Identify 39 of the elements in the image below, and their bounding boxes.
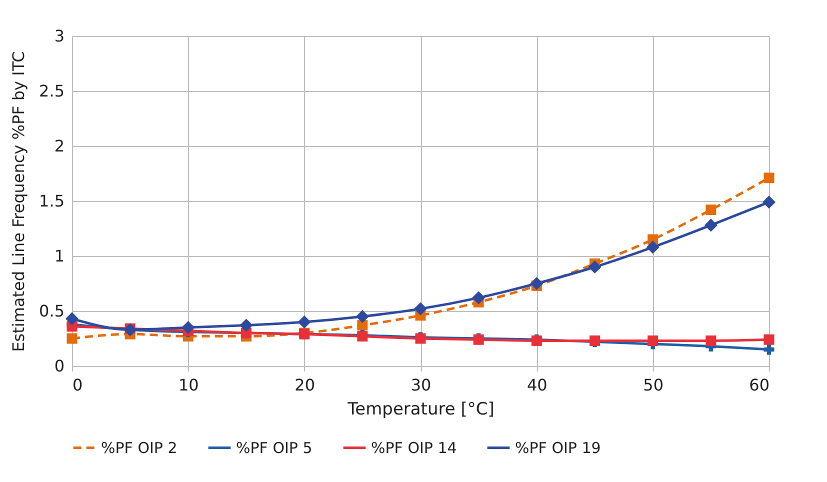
y-tick-label: 2 bbox=[54, 136, 64, 156]
point bbox=[414, 302, 428, 316]
point bbox=[298, 315, 311, 329]
point bbox=[648, 335, 658, 346]
x-tick-label: 60 bbox=[749, 376, 770, 394]
x-axis-title: Temperature [°C] bbox=[346, 400, 494, 420]
point bbox=[530, 276, 544, 290]
x-tick-label: 20 bbox=[294, 376, 316, 394]
legend-label: %PF OIP 19 bbox=[515, 438, 601, 457]
y-tick-label: 2.5 bbox=[39, 82, 64, 100]
point bbox=[588, 260, 602, 274]
point bbox=[646, 240, 660, 254]
y-tick-label: 3 bbox=[54, 26, 64, 46]
y-tick-label: 1.5 bbox=[39, 192, 64, 210]
point bbox=[66, 333, 78, 344]
y-axis-title: Estimated Line Frequency %PF by ITC bbox=[9, 51, 28, 352]
legend-label: %PF OIP 5 bbox=[236, 438, 312, 457]
point bbox=[240, 318, 253, 332]
point bbox=[357, 320, 368, 331]
x-tick-label: 50 bbox=[643, 376, 664, 394]
point bbox=[704, 218, 718, 232]
point bbox=[764, 172, 774, 184]
legend-label: %PF OIP 2 bbox=[101, 438, 178, 457]
point bbox=[706, 335, 716, 346]
point bbox=[65, 312, 79, 326]
y-tick-label: 0 bbox=[54, 356, 64, 376]
x-tick-label: 0 bbox=[72, 376, 83, 394]
x-tick-label: 30 bbox=[410, 376, 432, 394]
x-tick-label: 10 bbox=[178, 376, 199, 394]
point bbox=[762, 196, 776, 209]
point bbox=[706, 204, 716, 216]
legend-label: %PF OIP 14 bbox=[371, 438, 457, 457]
point bbox=[182, 320, 195, 334]
point bbox=[764, 334, 774, 345]
x-tick-label: 40 bbox=[526, 376, 548, 394]
y-tick-label: 1 bbox=[54, 246, 64, 266]
point bbox=[472, 291, 486, 304]
y-tick-label: 0.5 bbox=[39, 302, 64, 320]
point bbox=[356, 310, 369, 324]
